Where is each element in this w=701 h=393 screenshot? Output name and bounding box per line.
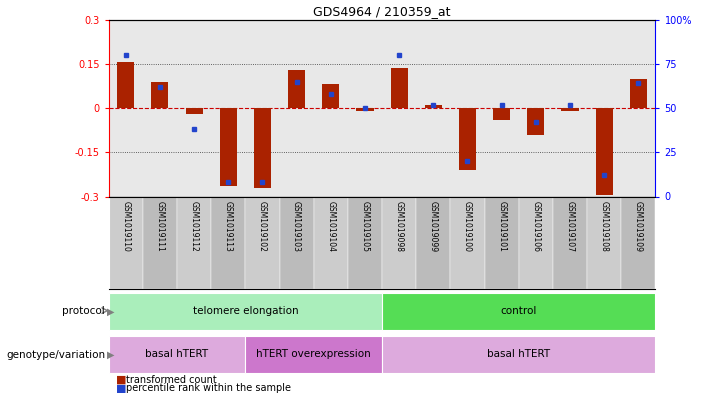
Text: GSM1019110: GSM1019110: [121, 201, 130, 252]
Bar: [322, 84, 339, 108]
Bar: [527, 108, 545, 134]
Bar: [484, 196, 519, 289]
Bar: [314, 196, 348, 289]
Text: basal hTERT: basal hTERT: [487, 349, 550, 359]
Bar: [245, 196, 280, 289]
Bar: [219, 108, 237, 186]
Bar: [288, 70, 305, 108]
Text: basal hTERT: basal hTERT: [145, 349, 209, 359]
Text: ■: ■: [116, 375, 126, 385]
Bar: [109, 336, 245, 373]
Text: control: control: [501, 306, 537, 316]
Text: ▶: ▶: [107, 307, 114, 316]
Bar: [382, 196, 416, 289]
Text: GSM1019113: GSM1019113: [224, 201, 233, 252]
Bar: [587, 196, 621, 289]
Text: GSM1019105: GSM1019105: [360, 201, 369, 252]
Text: transformed count: transformed count: [126, 375, 217, 385]
Text: GSM1019101: GSM1019101: [497, 201, 506, 252]
Bar: [348, 196, 382, 289]
Text: GSM1019104: GSM1019104: [326, 201, 335, 252]
Bar: [245, 336, 382, 373]
Bar: [390, 68, 408, 108]
Title: GDS4964 / 210359_at: GDS4964 / 210359_at: [313, 6, 451, 18]
Text: percentile rank within the sample: percentile rank within the sample: [126, 383, 291, 393]
Text: hTERT overexpression: hTERT overexpression: [257, 349, 371, 359]
Bar: [553, 196, 587, 289]
Text: GSM1019112: GSM1019112: [189, 201, 198, 252]
Bar: [151, 82, 168, 108]
Text: ■: ■: [116, 383, 126, 393]
Bar: [280, 196, 314, 289]
Bar: [356, 108, 374, 111]
Bar: [143, 196, 177, 289]
Bar: [493, 108, 510, 120]
Bar: [519, 196, 553, 289]
Text: GSM1019099: GSM1019099: [429, 201, 438, 252]
Text: GSM1019098: GSM1019098: [395, 201, 404, 252]
Bar: [109, 196, 143, 289]
Bar: [596, 108, 613, 195]
Bar: [186, 108, 203, 114]
Bar: [459, 108, 476, 170]
Bar: [382, 336, 655, 373]
Bar: [629, 79, 647, 108]
Bar: [117, 62, 135, 108]
Bar: [177, 196, 211, 289]
Text: protocol: protocol: [62, 307, 105, 316]
Text: genotype/variation: genotype/variation: [6, 350, 105, 360]
Text: GSM1019107: GSM1019107: [566, 201, 575, 252]
Bar: [451, 196, 484, 289]
Text: GSM1019103: GSM1019103: [292, 201, 301, 252]
Text: GSM1019102: GSM1019102: [258, 201, 267, 252]
Bar: [425, 105, 442, 108]
Bar: [562, 108, 578, 111]
Bar: [416, 196, 451, 289]
Text: telomere elongation: telomere elongation: [193, 306, 298, 316]
Text: GSM1019108: GSM1019108: [599, 201, 608, 252]
Text: GSM1019111: GSM1019111: [156, 201, 165, 252]
Text: GSM1019109: GSM1019109: [634, 201, 643, 252]
Text: GSM1019106: GSM1019106: [531, 201, 540, 252]
Text: GSM1019100: GSM1019100: [463, 201, 472, 252]
Bar: [109, 293, 382, 330]
Bar: [254, 108, 271, 188]
Bar: [621, 196, 655, 289]
Bar: [382, 293, 655, 330]
Bar: [211, 196, 245, 289]
Text: ▶: ▶: [107, 350, 114, 360]
